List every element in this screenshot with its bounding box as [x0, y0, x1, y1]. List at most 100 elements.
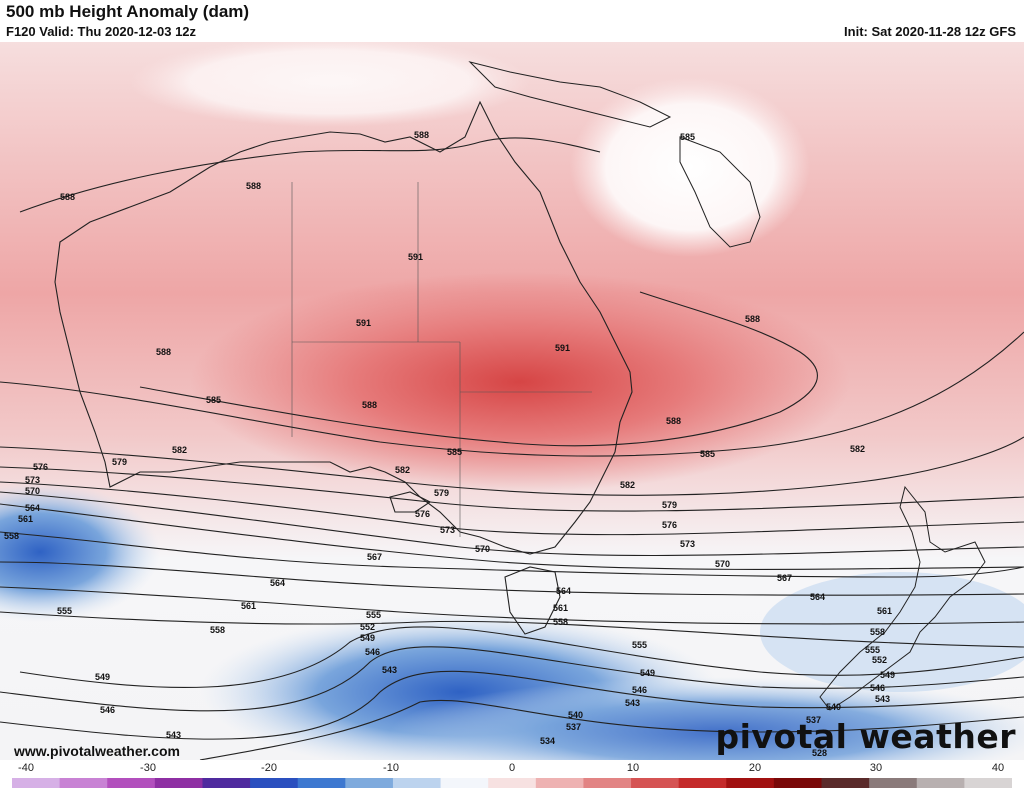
- colorbar-tick: 30: [869, 762, 883, 774]
- colorbar-segment: [154, 778, 203, 788]
- contour-label: 567: [367, 552, 382, 562]
- colorbar-segment: [440, 778, 489, 788]
- contour-label: 564: [810, 592, 825, 602]
- contour-label: 585: [700, 449, 715, 459]
- colorbar-segment: [392, 778, 442, 788]
- colorbar-segment: [964, 778, 1012, 788]
- contour-label: 561: [877, 606, 892, 616]
- contour-label: 564: [556, 586, 571, 596]
- contour-label: 549: [95, 672, 110, 682]
- contour-label: 588: [362, 400, 377, 410]
- contour-label: 555: [57, 606, 72, 616]
- contour-label: 540: [826, 702, 841, 712]
- height-anomaly-map: 588 588 588 585 591 591 591 588 588 585 …: [0, 42, 1024, 760]
- new-guinea-coastline: [468, 61, 672, 128]
- contour-label: 546: [365, 647, 380, 657]
- contour-label: 591: [356, 318, 371, 328]
- contour-label: 549: [360, 633, 375, 643]
- colorbar-ticks: -40 -30 -20 -10 0 10 20 30 40: [0, 760, 1024, 776]
- contour-label: 576: [662, 520, 677, 530]
- map-header: 500 mb Height Anomaly (dam) F120 Valid: …: [0, 0, 1024, 42]
- contour-label: 558: [870, 627, 885, 637]
- contour-label: 552: [872, 655, 887, 665]
- contour-label: 549: [640, 668, 655, 678]
- contour-label: 549: [880, 670, 895, 680]
- contour-label: 570: [715, 559, 730, 569]
- colorbar-tick: -30: [140, 762, 156, 774]
- colorbar-tick: 40: [991, 762, 1005, 774]
- contour-label: 555: [865, 645, 880, 655]
- neutral-anomaly-area: [570, 77, 810, 257]
- contour-label: 564: [270, 578, 285, 588]
- contour-label: 564: [25, 503, 40, 513]
- colorbar-tick: -20: [261, 762, 277, 774]
- colorbar-segment: [345, 778, 394, 788]
- contour-label: 534: [540, 736, 555, 746]
- contour-label: 552: [360, 622, 375, 632]
- contour-label: 588: [745, 314, 760, 324]
- new-zealand-coastline: [819, 485, 986, 711]
- contour-label: 543: [382, 665, 397, 675]
- australia-coastline: [54, 100, 633, 635]
- contour-label: 558: [210, 625, 225, 635]
- contour-label: 585: [680, 132, 695, 142]
- contour-label: 585: [447, 447, 462, 457]
- colorbar-segment: [631, 778, 680, 788]
- contour-label: 537: [566, 722, 581, 732]
- contour-label: 558: [553, 617, 568, 627]
- colorbar-segment: [202, 778, 251, 788]
- colorbar-segment: [59, 778, 108, 788]
- contour-label: 570: [475, 544, 490, 554]
- brand-logo: pivotal weather: [715, 717, 1016, 756]
- positive-anomaly-core: [190, 272, 850, 492]
- neutral-anomaly-north: [130, 42, 530, 127]
- contour-label: 588: [246, 181, 261, 191]
- contour-label: 573: [25, 475, 40, 485]
- contour-label: 591: [555, 343, 570, 353]
- new-caledonia-coastline: [679, 136, 761, 248]
- contour-label: 573: [440, 525, 455, 535]
- height-contours: [0, 137, 1024, 760]
- contour-label: 576: [33, 462, 48, 472]
- colorbar-tick: -40: [18, 762, 34, 774]
- contour-label: 570: [25, 486, 40, 496]
- colorbar-segment: [773, 778, 823, 788]
- contour-label: 588: [414, 130, 429, 140]
- contour-label: 546: [100, 705, 115, 715]
- contour-label: 540: [568, 710, 583, 720]
- valid-time: F120 Valid: Thu 2020-12-03 12z: [6, 24, 197, 39]
- contour-label: 579: [662, 500, 677, 510]
- contour-label: 561: [553, 603, 568, 613]
- colorbar-segment: [12, 778, 61, 788]
- colorbar-tick: 20: [748, 762, 762, 774]
- colorbar-tick: 10: [626, 762, 640, 774]
- colorbar-segment: [297, 778, 346, 788]
- contour-label: 555: [366, 610, 381, 620]
- contour-label: 582: [850, 444, 865, 454]
- colorbar-segment: [726, 778, 775, 788]
- colorbar-segment: [250, 778, 299, 788]
- contour-label: 561: [241, 601, 256, 611]
- colorbar-segment: [583, 778, 632, 788]
- contour-label: 582: [620, 480, 635, 490]
- contour-label: 579: [112, 457, 127, 467]
- website-url: www.pivotalweather.com: [14, 743, 180, 759]
- map-title: 500 mb Height Anomaly (dam): [6, 2, 250, 21]
- contour-label: 528: [812, 748, 827, 758]
- contour-label: 579: [434, 488, 449, 498]
- colorbar-segment: [535, 778, 584, 788]
- contour-label: 588: [60, 192, 75, 202]
- colorbar: [12, 778, 1012, 788]
- colorbar-segment: [869, 778, 918, 788]
- contour-labels: 588 588 588 585 591 591 591 588 588 585 …: [4, 130, 895, 758]
- contour-label: 543: [875, 694, 890, 704]
- contour-label: 567: [777, 573, 792, 583]
- colorbar-tick: 0: [508, 762, 516, 774]
- contour-label: 537: [806, 715, 821, 725]
- init-time: Init: Sat 2020-11-28 12z GFS: [844, 24, 1016, 39]
- contour-label: 591: [408, 252, 423, 262]
- colorbar-segment: [916, 778, 965, 788]
- contour-label: 543: [166, 730, 181, 740]
- contour-label: 588: [156, 347, 171, 357]
- negative-anomaly-west: [0, 482, 160, 622]
